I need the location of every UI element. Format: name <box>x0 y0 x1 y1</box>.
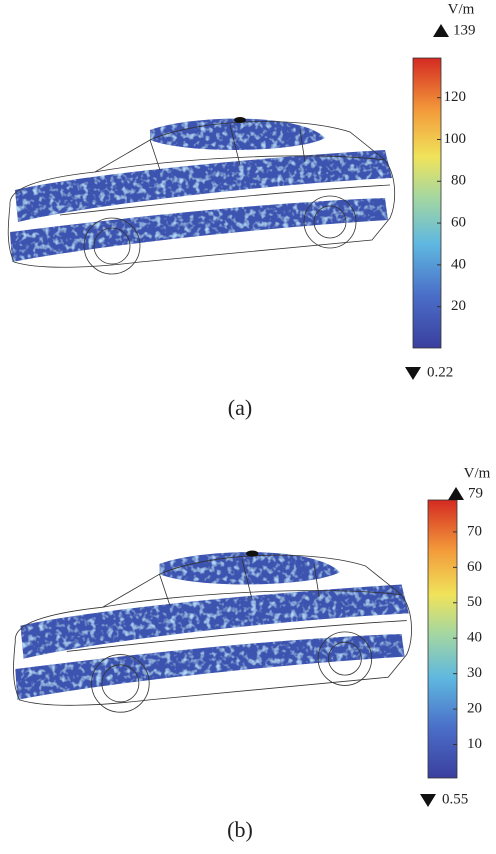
car-field-plot <box>13 551 411 713</box>
tick-label: 120 <box>444 89 467 105</box>
car-field-plot <box>8 117 394 274</box>
min-marker <box>420 794 436 807</box>
max-marker <box>448 487 464 500</box>
min-marker <box>405 367 421 380</box>
caption: (a) <box>228 395 252 420</box>
max-label: 79 <box>468 485 483 501</box>
max-marker <box>433 24 449 37</box>
tick-label: 60 <box>467 559 482 575</box>
colorbar <box>427 499 458 779</box>
tick-label: 20 <box>451 298 466 314</box>
tick-label: 30 <box>467 665 482 681</box>
tick-label: 40 <box>467 630 482 646</box>
tick-label: 20 <box>467 701 482 717</box>
colorbar <box>412 57 442 349</box>
tick-label: 70 <box>467 523 482 539</box>
caption: (b) <box>227 817 253 842</box>
unit-label: V/m <box>464 465 491 481</box>
tick-label: 10 <box>467 736 482 752</box>
unit-label: V/m <box>448 1 475 17</box>
max-label: 139 <box>453 22 476 38</box>
min-label: 0.55 <box>442 791 468 807</box>
tick-label: 80 <box>451 173 466 189</box>
min-label: 0.22 <box>427 364 453 380</box>
tick-label: 100 <box>444 131 467 147</box>
tick-label: 60 <box>451 215 466 231</box>
tick-label: 40 <box>451 256 466 272</box>
tick-label: 50 <box>467 594 482 610</box>
